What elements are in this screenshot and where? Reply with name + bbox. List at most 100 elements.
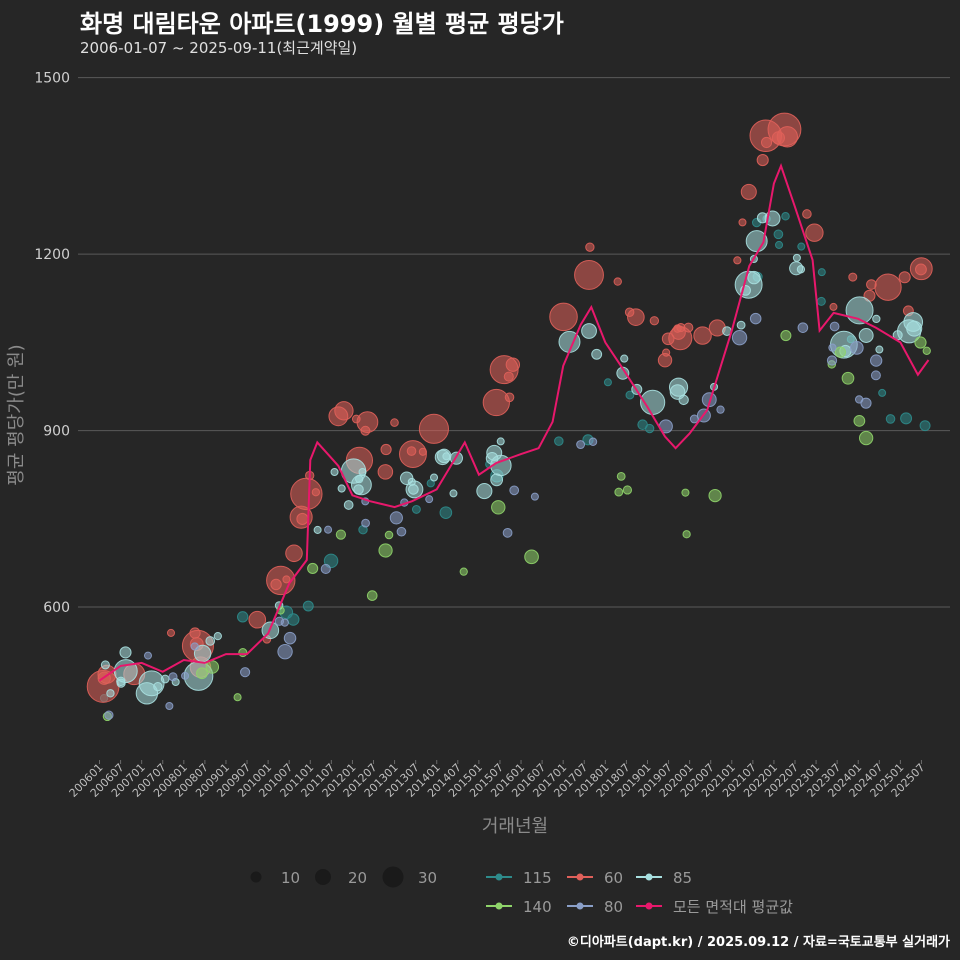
point-85 (796, 265, 806, 274)
point-80 (361, 518, 370, 528)
point-140 (384, 530, 394, 540)
chart-title: 화명 대림타운 아파트(1999) 월별 평균 평당가 (80, 10, 564, 38)
point-85 (747, 270, 761, 285)
point-85 (116, 678, 126, 688)
y-axis-ticks: 600 900 1200 1500 (34, 71, 70, 616)
point-60 (328, 406, 349, 427)
point-80 (425, 495, 434, 504)
size-key-30 (382, 866, 404, 888)
point-115 (919, 420, 931, 432)
legend-key-dot (495, 873, 503, 881)
point-115 (411, 504, 421, 514)
point-140 (682, 530, 691, 539)
point-140 (238, 648, 248, 658)
point-80 (509, 485, 520, 496)
y-tick-label: 900 (43, 424, 70, 440)
point-115 (439, 506, 453, 519)
point-85 (399, 471, 414, 485)
point-115 (797, 242, 806, 251)
point-115 (773, 229, 784, 240)
average-line (98, 163, 930, 682)
series-legend: 115 60 85 140 80 모든 면적대 평균값 (486, 869, 793, 916)
point-85 (100, 660, 110, 670)
size-key-label: 10 (281, 869, 300, 887)
chart-subtitle: 2006-01-07 ~ 2025-09-11(최근계약일) (80, 39, 358, 57)
point-60 (356, 411, 379, 433)
scatter-points (86, 112, 933, 722)
y-tick-label: 1200 (34, 247, 70, 263)
point-80 (854, 395, 864, 404)
point-60 (662, 348, 671, 357)
point-80 (870, 370, 881, 381)
point-60 (248, 610, 267, 629)
point-60 (166, 628, 176, 637)
point-85 (408, 484, 419, 495)
x-axis-title: 거래년월 (482, 816, 548, 837)
point-85 (119, 646, 132, 659)
point-80 (530, 492, 539, 501)
point-85 (476, 483, 493, 500)
point-80 (849, 341, 864, 355)
point-60 (676, 322, 686, 333)
point-140 (196, 667, 208, 680)
point-80 (283, 631, 297, 645)
point-115 (885, 414, 896, 424)
point-80 (588, 437, 598, 446)
y-axis-title: 평균 평당가(만 원) (6, 344, 27, 485)
point-85 (436, 448, 452, 464)
point-80 (320, 563, 331, 575)
point-115 (774, 240, 784, 249)
legend-key-dot (495, 902, 503, 910)
point-140 (780, 330, 792, 342)
size-key-20 (315, 869, 331, 885)
point-80 (143, 651, 152, 660)
y-tick-label: 1500 (34, 71, 70, 87)
legend-key-label: 85 (673, 869, 692, 887)
point-115 (554, 436, 564, 446)
point-85 (343, 500, 354, 510)
point-85 (355, 474, 364, 484)
point-140 (307, 562, 319, 575)
point-85 (337, 484, 346, 493)
point-60 (661, 332, 675, 346)
point-140 (459, 567, 468, 576)
size-key-10 (250, 871, 262, 883)
point-140 (834, 346, 847, 358)
point-80 (828, 343, 837, 352)
legend-key-label: 80 (604, 898, 623, 916)
point-85 (872, 314, 881, 324)
point-85 (668, 377, 689, 397)
point-80 (870, 354, 883, 367)
point-85 (313, 525, 322, 534)
point-115 (900, 412, 913, 425)
point-80 (797, 322, 809, 333)
point-60 (503, 371, 514, 382)
point-60 (740, 183, 757, 200)
point-115 (878, 388, 887, 397)
point-60 (848, 272, 858, 282)
point-115 (302, 600, 314, 612)
point-80 (716, 405, 725, 414)
point-60 (377, 464, 394, 480)
point-85 (591, 348, 603, 360)
point-140 (853, 415, 866, 427)
point-140 (841, 371, 855, 385)
point-140 (616, 472, 626, 481)
point-60 (693, 326, 712, 345)
point-85 (430, 473, 439, 482)
point-60 (399, 440, 427, 469)
point-60 (282, 575, 291, 584)
point-60 (805, 223, 824, 242)
size-key-label: 20 (348, 869, 367, 887)
gridlines (78, 77, 950, 608)
point-85 (620, 354, 629, 363)
point-60 (380, 443, 392, 456)
size-legend: 10 20 30 (250, 866, 437, 888)
point-80 (277, 643, 293, 660)
point-85 (897, 319, 922, 344)
point-80 (731, 330, 748, 346)
point-60 (296, 512, 309, 526)
size-key-label: 30 (418, 869, 437, 887)
point-140 (922, 346, 931, 355)
point-60 (390, 418, 399, 427)
